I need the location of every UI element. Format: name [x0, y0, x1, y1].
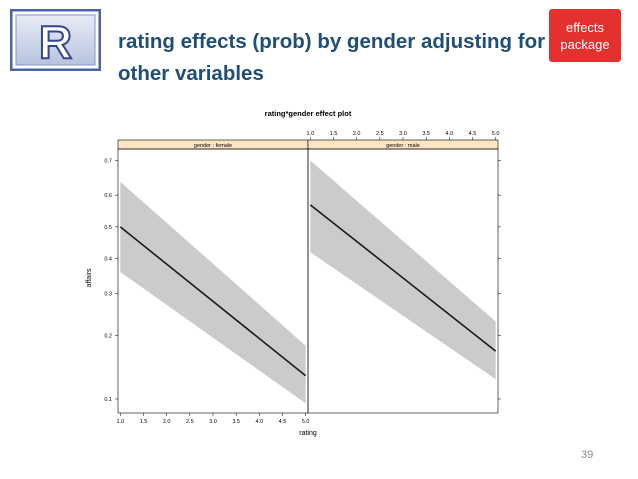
page-number: 39	[581, 449, 594, 461]
x-tick-label: 1.0	[306, 131, 314, 137]
x-tick-label: 4.5	[469, 131, 477, 137]
y-tick-label: 0.3	[104, 291, 112, 297]
x-tick-label: 2.0	[163, 419, 171, 425]
confidence-band	[310, 160, 496, 380]
panel-strip-label: gender : female	[194, 143, 232, 149]
y-axis-label: affairs	[86, 268, 93, 287]
y-tick-label: 0.7	[104, 159, 112, 165]
y-tick-label: 0.2	[104, 333, 112, 339]
x-tick-label: 1.0	[116, 419, 124, 425]
r-logo-icon: R	[10, 9, 101, 71]
badge-line-2: package	[560, 36, 610, 52]
x-tick-label: 2.5	[376, 131, 384, 137]
confidence-band	[120, 181, 306, 404]
y-tick-label: 0.6	[104, 193, 112, 199]
x-tick-label: 2.0	[353, 131, 361, 137]
y-tick-label: 0.1	[104, 397, 112, 403]
panel-frame	[307, 148, 499, 414]
x-tick-label: 2.5	[186, 419, 194, 425]
panel-2: gender : male 1.0 1.5 2.0 2.5 3.0 3.5 4.0 4.5 5.0	[306, 131, 501, 414]
y-tick-label: 0.4	[104, 257, 112, 263]
x-tick-label: 4.5	[279, 419, 287, 425]
y-tick-label: 0.5	[104, 225, 112, 231]
panel-strip-label: gender : male	[386, 143, 420, 149]
x-tick-label: 5.0	[492, 131, 500, 137]
x-axis-label: rating	[299, 430, 317, 437]
x-tick-label: 3.0	[399, 131, 407, 137]
badge-line-1: effects	[565, 19, 605, 35]
x-tick-label: 3.5	[232, 419, 240, 425]
slide-title: rating effects (prob) by gender adjustin…	[118, 30, 546, 85]
x-tick-label: 1.5	[140, 419, 148, 425]
r-logo-letter: R	[39, 16, 72, 68]
effect-plot-chart: rating*gender effect plot affairs rating…	[86, 109, 501, 437]
effect-line	[309, 204, 497, 352]
x-tick-label: 5.0	[302, 419, 310, 425]
x-tick-label: 3.5	[422, 131, 430, 137]
x-tick-label: 4.0	[256, 419, 264, 425]
effects-package-badge: effects package	[549, 9, 621, 62]
x-tick-label: 3.0	[209, 419, 217, 425]
x-tick-label: 1.5	[330, 131, 338, 137]
effect-line	[119, 226, 307, 377]
panel-1: gender : female 1.0 1.5 2.0 2.5 3.0 3.5 4.0 4.5 5…	[104, 139, 310, 425]
chart-title: rating*gender effect plot	[265, 109, 352, 118]
x-tick-label: 4.0	[446, 131, 454, 137]
chart-panels: gender : female 1.0 1.5 2.0 2.5 3.0 3.5 4.0 4.5 5…	[104, 131, 501, 425]
